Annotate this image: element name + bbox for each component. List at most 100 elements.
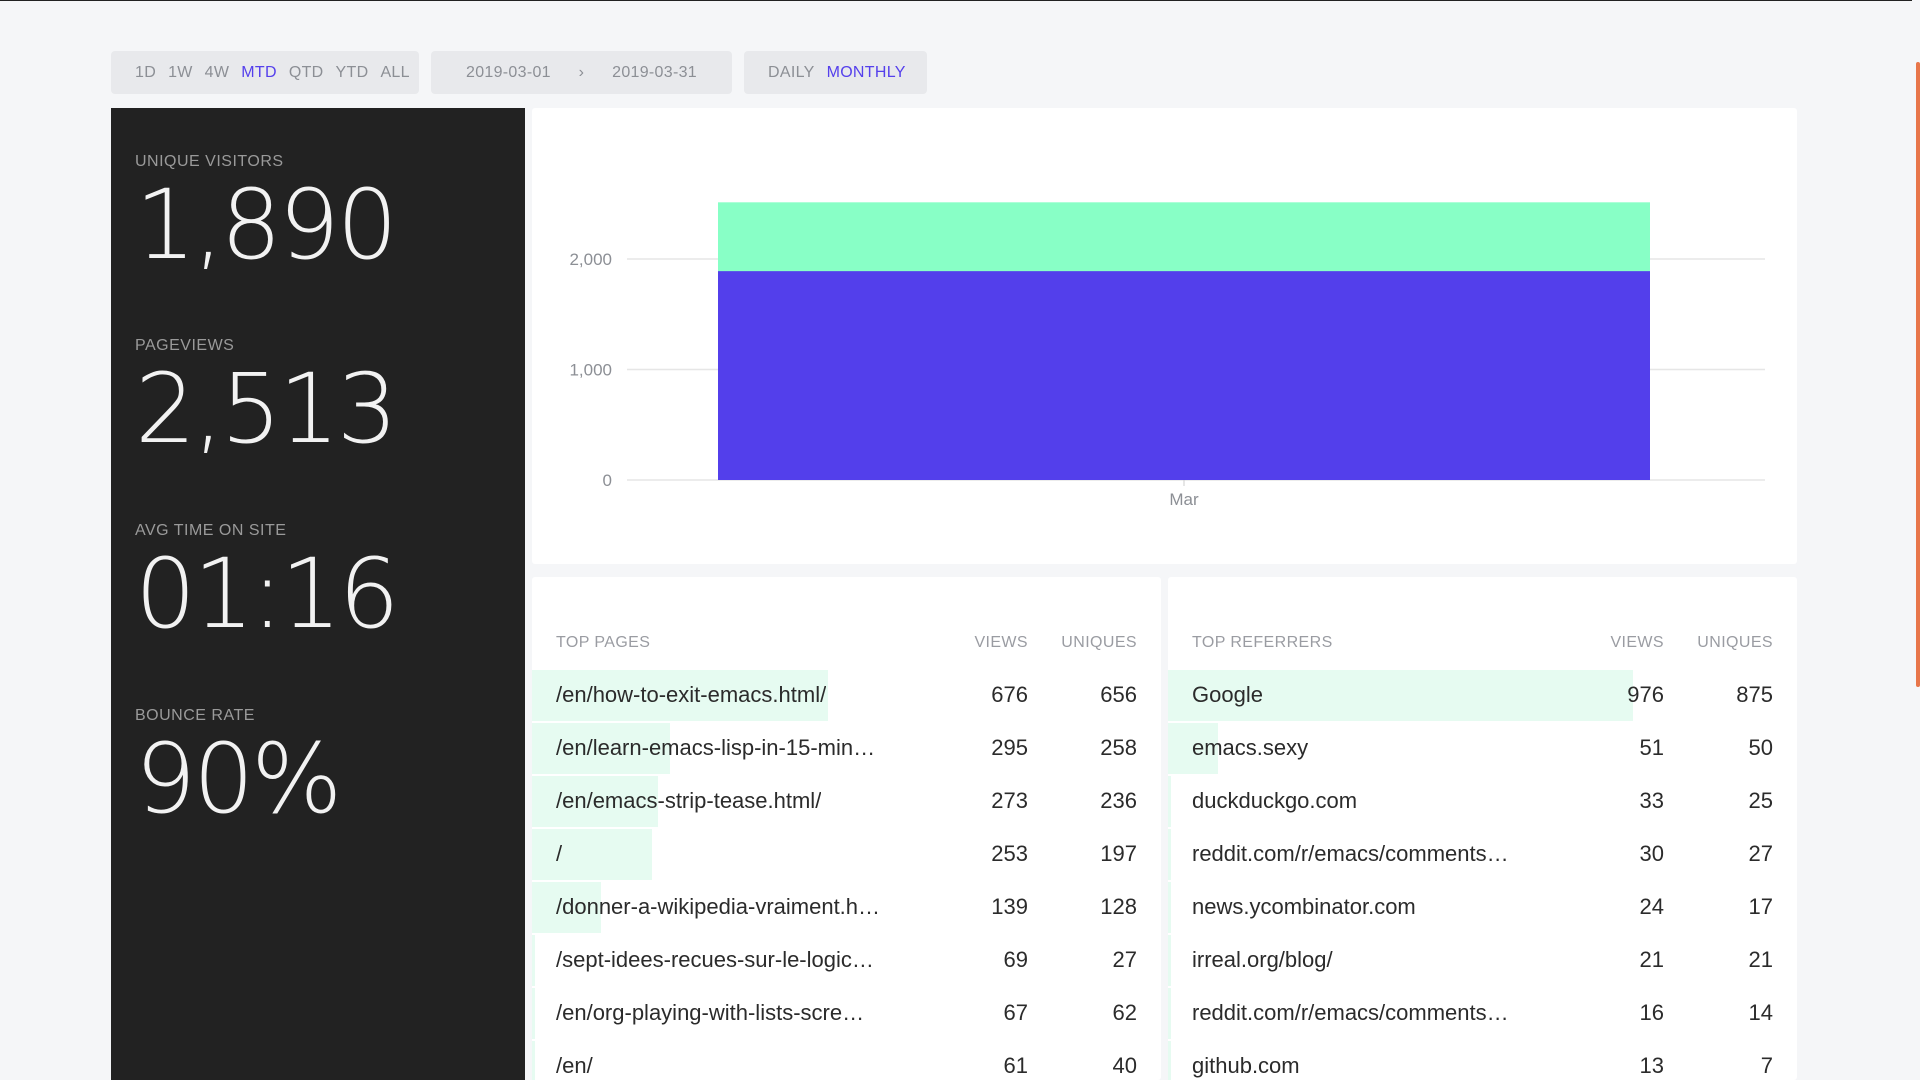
row-share-bar (532, 829, 652, 880)
row-name[interactable]: Google (1192, 682, 1263, 707)
period-option-1w[interactable]: 1W (168, 63, 193, 81)
end-date[interactable]: 2019-03-31 (612, 63, 697, 81)
period-option-1d[interactable]: 1D (135, 63, 157, 81)
row-share-bar (1168, 988, 1172, 1039)
stat-bounce-rate: BOUNCE RATE 90% (135, 707, 342, 835)
table-row[interactable]: / 253 197 (532, 829, 1161, 882)
row-uniques: 27 (1112, 947, 1137, 972)
row-views: 253 (991, 841, 1028, 866)
table-row[interactable]: /en/how-to-exit-emacs.html/676 656 (532, 670, 1161, 723)
period-option-ytd[interactable]: YTD (335, 63, 369, 81)
table-row[interactable]: reddit.com/r/emacs/comments… 16 14 (1168, 988, 1797, 1041)
row-share-bar (532, 1041, 536, 1080)
stat-unique-visitors: UNIQUE VISITORS 1,890 (135, 153, 398, 273)
stat-pageviews: PAGEVIEWS 2,513 (135, 337, 398, 465)
stat-value: 90% (135, 723, 342, 835)
table-row[interactable]: /en/61 40 (532, 1041, 1161, 1080)
row-name[interactable]: emacs.sexy (1192, 735, 1309, 760)
row-share-bar (532, 935, 536, 986)
chart-canvas: 0 1,000 2,000 Mar (569, 202, 1765, 509)
row-name[interactable]: /donner-a-wikipedia-vraiment.h… (556, 894, 881, 919)
row-uniques: 197 (1100, 841, 1137, 866)
row-views: 51 (1639, 735, 1664, 760)
row-name[interactable]: / (556, 841, 563, 866)
table-row[interactable]: Google 976 875 (1168, 670, 1797, 723)
row-uniques: 7 (1760, 1053, 1773, 1078)
row-views: 69 (1003, 947, 1028, 972)
row-name[interactable]: irreal.org/blog/ (1192, 947, 1333, 972)
row-share-bar (1168, 723, 1219, 774)
stat-value: 2,513 (135, 353, 398, 465)
row-share-bar (1168, 670, 1634, 721)
column-header-title: TOP REFERRERS (1192, 634, 1333, 651)
period-option-qtd[interactable]: QTD (288, 63, 324, 81)
row-share-bar (532, 723, 671, 774)
table-row[interactable]: /en/org-playing-with-lists-scre… 67 62 (532, 988, 1161, 1041)
y-tick-label: 1,000 (569, 361, 612, 380)
date-range-arrow-icon: › (578, 63, 585, 81)
table-header: TOP PAGES VIEWS UNIQUES (532, 634, 1161, 654)
period-option-4w[interactable]: 4W (204, 63, 230, 81)
row-name[interactable]: github.com (1192, 1053, 1300, 1078)
filter-bar: 1D 1W 4W MTD QTD YTD ALL 2019-03-01 › 20… (111, 51, 927, 94)
row-name[interactable]: news.ycombinator.com (1192, 894, 1416, 919)
row-name[interactable]: /en/how-to-exit-emacs.html/ (556, 682, 827, 707)
column-header-uniques: UNIQUES (1697, 634, 1773, 651)
y-tick-label: 2,000 (569, 250, 612, 269)
row-name[interactable]: /en/emacs-strip-tease.html/ (556, 788, 822, 813)
row-name[interactable]: /en/org-playing-with-lists-scre… (556, 1000, 865, 1025)
row-name[interactable]: /sept-idees-recues-sur-le-logic… (556, 947, 874, 972)
row-uniques: 656 (1100, 682, 1137, 707)
interval-selector: DAILY MONTHLY (744, 51, 927, 94)
period-option-all[interactable]: ALL (380, 63, 410, 81)
table-row[interactable]: duckduckgo.com 33 25 (1168, 776, 1797, 829)
table-row[interactable]: github.com 13 7 (1168, 1041, 1797, 1080)
table-row[interactable]: /en/learn-emacs-lisp-in-15-min… 295 258 (532, 723, 1161, 776)
table-header: TOP REFERRERS VIEWS UNIQUES (1168, 634, 1797, 654)
row-uniques: 14 (1748, 1000, 1773, 1025)
period-option-mtd[interactable]: MTD (241, 63, 277, 81)
table-row[interactable]: /sept-idees-recues-sur-le-logic… 69 27 (532, 935, 1161, 988)
bar-visitors (718, 271, 1650, 480)
top-border (0, 0, 1920, 1)
stat-label: BOUNCE RATE (135, 707, 255, 724)
row-uniques: 21 (1748, 947, 1773, 972)
table-row[interactable]: /en/emacs-strip-tease.html/273 236 (532, 776, 1161, 829)
table-row[interactable]: reddit.com/r/emacs/comments… 30 27 (1168, 829, 1797, 882)
row-uniques: 875 (1736, 682, 1773, 707)
row-share-bar (1168, 882, 1172, 933)
table-body: Google 976 875 emacs.sexy 51 50 duckduckgo.com… (1168, 670, 1797, 1080)
table-row[interactable]: /donner-a-wikipedia-vraiment.h… 139 128 (532, 882, 1161, 935)
row-uniques: 258 (1100, 735, 1137, 760)
row-uniques: 236 (1100, 788, 1137, 813)
stat-label: UNIQUE VISITORS (135, 153, 284, 170)
row-views: 295 (991, 735, 1028, 760)
date-range-picker: 2019-03-01 › 2019-03-31 (431, 51, 732, 94)
start-date[interactable]: 2019-03-01 (466, 63, 551, 81)
row-name[interactable]: /en/learn-emacs-lisp-in-15-min… (556, 735, 876, 760)
column-header-uniques: UNIQUES (1061, 634, 1137, 651)
y-tick-label: 0 (603, 471, 612, 490)
row-views: 33 (1639, 788, 1664, 813)
row-share-bar (532, 776, 658, 827)
table-row[interactable]: emacs.sexy 51 50 (1168, 723, 1797, 776)
row-uniques: 25 (1748, 788, 1773, 813)
interval-option-daily[interactable]: DAILY (768, 63, 815, 81)
row-name[interactable]: reddit.com/r/emacs/comments… (1192, 841, 1509, 866)
row-name[interactable]: duckduckgo.com (1192, 788, 1358, 813)
scrollbar-thumb[interactable] (1916, 62, 1920, 687)
row-name[interactable]: reddit.com/r/emacs/comments… (1192, 1000, 1509, 1025)
stat-avg-time-on-site: AVG TIME ON SITE 01:16 (135, 522, 400, 642)
table-body: /en/how-to-exit-emacs.html/676 656/en/lea… (532, 670, 1161, 1080)
interval-option-monthly[interactable]: MONTHLY (826, 63, 906, 81)
row-views: 30 (1639, 841, 1664, 866)
stat-label: AVG TIME ON SITE (135, 522, 287, 539)
row-share-bar (532, 882, 602, 933)
row-name[interactable]: /en/ (556, 1053, 593, 1078)
table-row[interactable]: news.ycombinator.com 24 17 (1168, 882, 1797, 935)
stats-panel: UNIQUE VISITORS 1,890 PAGEVIEWS 2,513 AV… (111, 108, 525, 1080)
row-views: 61 (1003, 1053, 1028, 1078)
scrollbar[interactable] (1912, 0, 1920, 1080)
table-row[interactable]: irreal.org/blog/21 21 (1168, 935, 1797, 988)
row-share-bar (532, 988, 536, 1039)
